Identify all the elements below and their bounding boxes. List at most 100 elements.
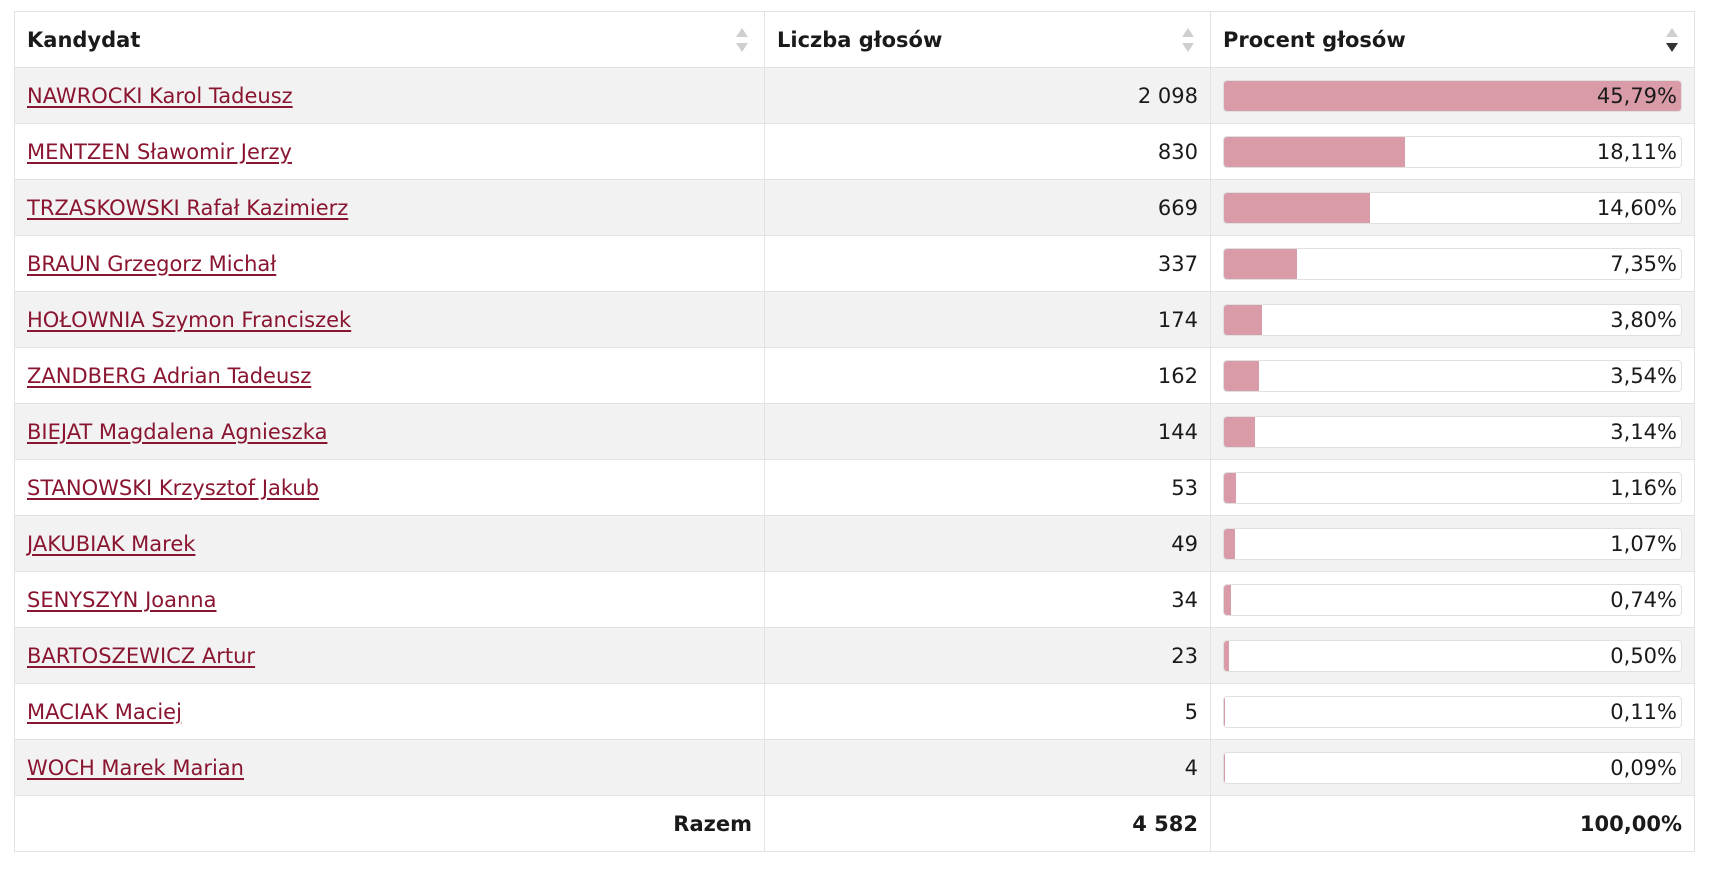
table-row: BRAUN Grzegorz Michał 337 7,35% — [14, 235, 1695, 292]
percent-bar-fill — [1224, 528, 1235, 559]
column-header-candidate[interactable]: Kandydat — [14, 11, 765, 68]
percent-value: 3,54% — [1610, 363, 1677, 388]
total-percent: 100,00% — [1210, 795, 1695, 852]
candidate-link[interactable]: STANOWSKI Krzysztof Jakub — [27, 475, 320, 500]
percent-bar-fill — [1224, 248, 1298, 279]
column-header-percent[interactable]: Procent głosów — [1210, 11, 1695, 68]
percent-value: 0,11% — [1610, 699, 1677, 724]
sort-icon[interactable] — [1182, 27, 1194, 52]
candidate-link[interactable]: JAKUBIAK Marek — [27, 531, 196, 556]
votes-cell: 669 — [764, 179, 1211, 236]
percent-bar-fill — [1224, 640, 1229, 671]
candidate-link[interactable]: BARTOSZEWICZ Artur — [27, 643, 256, 668]
candidate-cell: MENTZEN Sławomir Jerzy — [14, 123, 765, 180]
candidate-link[interactable]: NAWROCKI Karol Tadeusz — [27, 83, 293, 108]
percent-value: 1,07% — [1610, 531, 1677, 556]
sort-icon[interactable] — [736, 27, 748, 52]
percent-bar-fill — [1224, 472, 1236, 503]
percent-value: 0,74% — [1610, 587, 1677, 612]
percent-bar-fill — [1224, 416, 1256, 447]
candidate-cell: HOŁOWNIA Szymon Franciszek — [14, 291, 765, 348]
percent-bar-fill — [1224, 360, 1260, 391]
percent-bar-fill — [1224, 192, 1370, 223]
candidate-cell: TRZASKOWSKI Rafał Kazimierz — [14, 179, 765, 236]
candidate-cell: NAWROCKI Karol Tadeusz — [14, 67, 765, 124]
candidate-link[interactable]: MACIAK Maciej — [27, 699, 182, 724]
percent-bar-fill — [1224, 696, 1226, 727]
column-header-candidate-label: Kandydat — [27, 27, 141, 52]
percent-value: 0,50% — [1610, 643, 1677, 668]
percent-cell: 18,11% — [1210, 123, 1695, 180]
results-table: Kandydat Liczba głosów Procent głosów NA… — [14, 11, 1695, 852]
votes-cell: 162 — [764, 347, 1211, 404]
table-row: MENTZEN Sławomir Jerzy 830 18,11% — [14, 123, 1695, 180]
percent-cell: 1,16% — [1210, 459, 1695, 516]
candidate-link[interactable]: HOŁOWNIA Szymon Franciszek — [27, 307, 352, 332]
percent-cell: 7,35% — [1210, 235, 1695, 292]
candidate-cell: MACIAK Maciej — [14, 683, 765, 740]
votes-cell: 830 — [764, 123, 1211, 180]
candidate-link[interactable]: WOCH Marek Marian — [27, 755, 244, 780]
percent-value: 1,16% — [1610, 475, 1677, 500]
table-row: SENYSZYN Joanna 34 0,74% — [14, 571, 1695, 628]
percent-cell: 3,54% — [1210, 347, 1695, 404]
column-header-votes-label: Liczba głosów — [777, 27, 943, 52]
percent-bar: 1,07% — [1223, 527, 1682, 560]
percent-cell: 1,07% — [1210, 515, 1695, 572]
sort-descending-icon[interactable] — [1666, 27, 1678, 52]
total-row: Razem 4 582 100,00% — [14, 795, 1695, 852]
percent-bar: 0,50% — [1223, 639, 1682, 672]
candidate-cell: JAKUBIAK Marek — [14, 515, 765, 572]
percent-bar: 45,79% — [1223, 79, 1682, 112]
candidate-cell: BIEJAT Magdalena Agnieszka — [14, 403, 765, 460]
percent-cell: 14,60% — [1210, 179, 1695, 236]
table-row: MACIAK Maciej 5 0,11% — [14, 683, 1695, 740]
percent-value: 3,80% — [1610, 307, 1677, 332]
votes-cell: 337 — [764, 235, 1211, 292]
table-row: ZANDBERG Adrian Tadeusz 162 3,54% — [14, 347, 1695, 404]
candidate-link[interactable]: BRAUN Grzegorz Michał — [27, 251, 277, 276]
table-row: NAWROCKI Karol Tadeusz 2 098 45,79% — [14, 67, 1695, 124]
percent-value: 0,09% — [1610, 755, 1677, 780]
votes-cell: 23 — [764, 627, 1211, 684]
table-row: BIEJAT Magdalena Agnieszka 144 3,14% — [14, 403, 1695, 460]
table-row: STANOWSKI Krzysztof Jakub 53 1,16% — [14, 459, 1695, 516]
percent-bar: 7,35% — [1223, 247, 1682, 280]
percent-cell: 45,79% — [1210, 67, 1695, 124]
percent-bar: 14,60% — [1223, 191, 1682, 224]
column-header-votes[interactable]: Liczba głosów — [764, 11, 1211, 68]
candidate-cell: BARTOSZEWICZ Artur — [14, 627, 765, 684]
table-row: TRZASKOWSKI Rafał Kazimierz 669 14,60% — [14, 179, 1695, 236]
percent-bar-fill — [1224, 80, 1681, 111]
candidate-link[interactable]: TRZASKOWSKI Rafał Kazimierz — [27, 195, 349, 220]
percent-bar-fill — [1224, 136, 1405, 167]
percent-bar-fill — [1224, 584, 1232, 615]
percent-bar: 0,11% — [1223, 695, 1682, 728]
percent-value: 14,60% — [1596, 195, 1677, 220]
percent-value: 3,14% — [1610, 419, 1677, 444]
candidate-link[interactable]: BIEJAT Magdalena Agnieszka — [27, 419, 328, 444]
total-votes: 4 582 — [764, 795, 1211, 852]
percent-bar: 3,14% — [1223, 415, 1682, 448]
candidate-link[interactable]: ZANDBERG Adrian Tadeusz — [27, 363, 312, 388]
percent-bar: 0,74% — [1223, 583, 1682, 616]
percent-cell: 0,74% — [1210, 571, 1695, 628]
percent-bar-fill — [1224, 304, 1262, 335]
votes-cell: 4 — [764, 739, 1211, 796]
candidate-cell: SENYSZYN Joanna — [14, 571, 765, 628]
percent-value: 18,11% — [1596, 139, 1677, 164]
percent-cell: 0,09% — [1210, 739, 1695, 796]
header-row: Kandydat Liczba głosów Procent głosów — [14, 11, 1695, 68]
candidate-cell: STANOWSKI Krzysztof Jakub — [14, 459, 765, 516]
percent-cell: 0,50% — [1210, 627, 1695, 684]
table-row: JAKUBIAK Marek 49 1,07% — [14, 515, 1695, 572]
votes-cell: 53 — [764, 459, 1211, 516]
percent-bar: 3,54% — [1223, 359, 1682, 392]
percent-bar-fill — [1224, 752, 1225, 783]
percent-bar: 1,16% — [1223, 471, 1682, 504]
candidate-link[interactable]: MENTZEN Sławomir Jerzy — [27, 139, 292, 164]
votes-cell: 5 — [764, 683, 1211, 740]
candidate-link[interactable]: SENYSZYN Joanna — [27, 587, 217, 612]
percent-cell: 3,80% — [1210, 291, 1695, 348]
percent-bar: 3,80% — [1223, 303, 1682, 336]
